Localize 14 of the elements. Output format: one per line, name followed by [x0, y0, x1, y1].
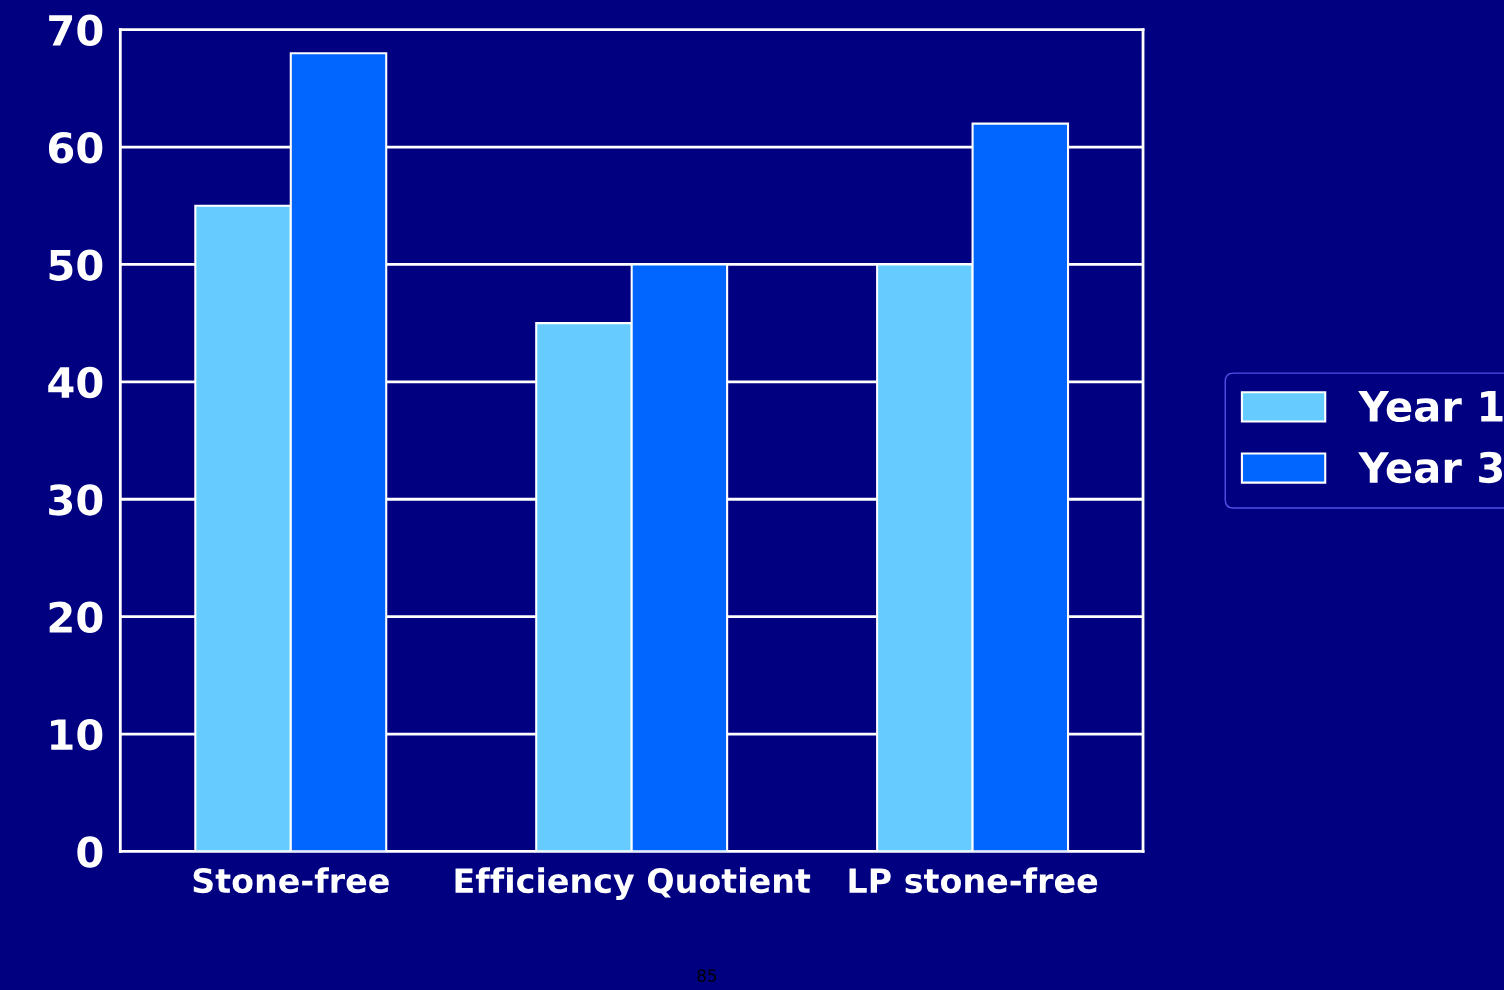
y-tick-label: 20 [49, 601, 103, 634]
legend-label: Year 1 [1358, 391, 1503, 423]
text: 85 [697, 969, 717, 982]
y-tick-label: 70 [49, 14, 103, 47]
y-tick-label: 30 [49, 484, 103, 516]
y-tick-label: 10 [51, 718, 103, 751]
x-tick-label: Stone-free [193, 867, 389, 894]
y-tick-label: 0 [77, 836, 103, 868]
y-tick-label: 60 [48, 131, 103, 164]
x-tick-label: Efficiency Quotient [455, 867, 811, 900]
y-tick-label: 40 [48, 366, 103, 399]
x-tick-label: LP stone-free [849, 867, 1098, 894]
legend-label: Year 3 [1358, 451, 1503, 484]
y-tick-label: 50 [49, 249, 103, 281]
